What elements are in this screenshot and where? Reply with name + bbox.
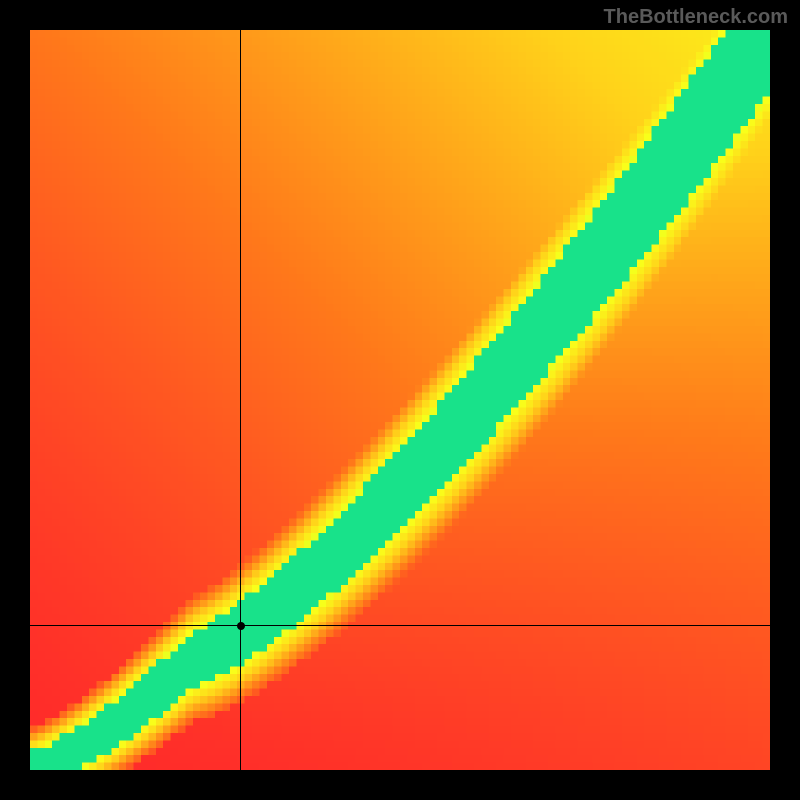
crosshair-marker-dot	[237, 622, 245, 630]
watermark-text: TheBottleneck.com	[604, 6, 788, 29]
crosshair-horizontal	[30, 625, 770, 626]
crosshair-vertical	[240, 30, 241, 770]
heatmap-plot	[30, 30, 770, 770]
heatmap-canvas	[30, 30, 770, 770]
